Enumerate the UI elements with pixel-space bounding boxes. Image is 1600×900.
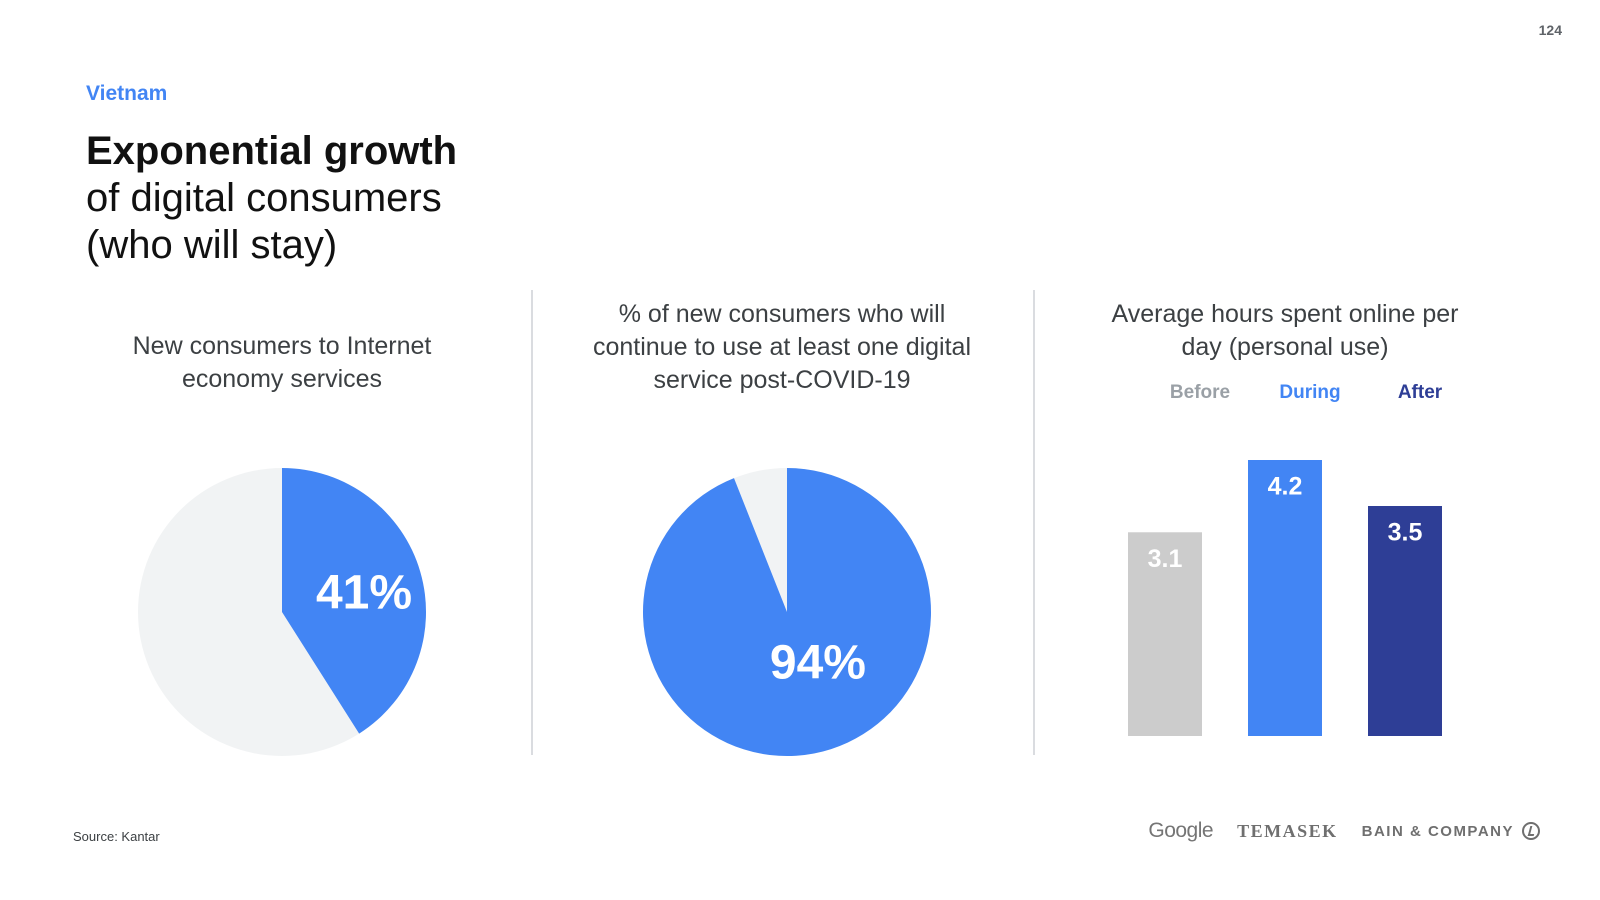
bar-label-before: 3.1 [1148,545,1183,573]
new-consumers-pie-chart: 41% [138,468,426,756]
source-note: Source: Kantar [73,829,160,844]
legend-after: After [1397,382,1443,403]
continue-use-pie-value-label: 94% [770,636,866,689]
new-consumers-pie-value-label: 41% [316,567,412,620]
temasek-logo: TEMASEK [1237,820,1338,841]
google-logo: Google [1148,819,1214,842]
right-panel-title: Average hours spent online per day (pers… [1111,300,1459,361]
bain-mark-icon [1522,822,1540,840]
panel-divider-right [1033,290,1035,755]
headline-line-3: (who will stay) [86,223,338,267]
legend-before: Before [1169,382,1231,403]
new-consumers-pie-svg: 41% [138,468,426,756]
continue-use-pie-svg: 94% [643,468,931,756]
bar-legend: Before During After [1160,382,1460,404]
legend-during: During [1279,382,1341,403]
continue-use-pie-value-slice [643,468,931,756]
headline-line-2: of digital consumers [86,176,442,220]
headline-bold: Exponential growth [86,129,458,173]
headline: Exponential growth of digital consumers … [86,128,606,269]
middle-panel-title: % of new consumers who will continue to … [592,300,972,394]
panel-divider-left [531,290,533,755]
bain-logo-text: BAIN & COMPANY [1361,822,1514,840]
hours-online-bar-svg: 3.1 4.2 3.5 [1128,460,1442,736]
country-label: Vietnam [86,82,168,105]
bain-logo: BAIN & COMPANY [1362,822,1540,840]
bar-after [1368,506,1442,736]
continue-use-pie-chart: 94% [643,468,931,756]
bar-label-after: 3.5 [1388,519,1423,547]
new-consumers-pie-value-slice [282,468,426,734]
page-number: 124 [1538,22,1562,38]
hours-online-bar-chart: 3.1 4.2 3.5 [1128,460,1500,760]
partner-logos: Google TEMASEK BAIN & COMPANY [1148,819,1540,843]
bar-before [1128,532,1202,736]
bar-label-during: 4.2 [1268,473,1303,501]
bar-during [1248,460,1322,736]
left-panel-title: New consumers to Internet economy servic… [132,332,432,393]
